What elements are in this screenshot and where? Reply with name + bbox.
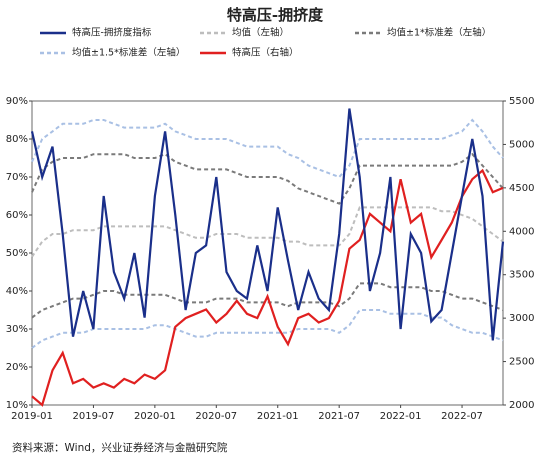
- y2-tick-label: 4000: [509, 226, 534, 237]
- y-tick-label: 70%: [6, 172, 28, 183]
- legend-label: 均值（左轴）: [232, 27, 289, 39]
- y2-tick-label: 5500: [509, 96, 534, 107]
- series-line: [31, 152, 504, 205]
- y2-tick-label: 2000: [509, 400, 534, 411]
- x-tick-label: 2020-07: [195, 411, 237, 422]
- x-tick-label: 2019-07: [73, 411, 115, 422]
- x-tick-label: 2021-01: [257, 411, 299, 422]
- series-line: [31, 309, 504, 349]
- x-tick-label: 2022-01: [380, 411, 422, 422]
- series-line: [31, 282, 504, 319]
- y-tick-label: 40%: [6, 286, 28, 297]
- legend-label: 特高压-拥挤度指标: [72, 27, 152, 39]
- legend-label: 均值±1*标准差（左轴）: [387, 27, 491, 39]
- y-tick-label: 20%: [6, 362, 28, 373]
- y2-tick-label: 3500: [509, 270, 534, 281]
- x-tick-label: 2022-07: [441, 411, 483, 422]
- y-tick-label: 30%: [6, 324, 28, 335]
- y2-tick-label: 4500: [509, 183, 534, 194]
- chart-title: 特高压-拥挤度: [227, 6, 324, 24]
- x-tick-label: 2020-01: [134, 411, 176, 422]
- series-line: [30, 108, 505, 341]
- legend-label: 特高压（右轴）: [232, 47, 299, 59]
- series-line: [31, 168, 504, 407]
- y-tick-label: 50%: [6, 248, 28, 259]
- y-tick-label: 90%: [6, 96, 28, 107]
- y2-tick-label: 2500: [509, 357, 534, 368]
- plot-frame: [31, 100, 504, 406]
- x-tick-label: 2021-07: [318, 411, 360, 422]
- series-line: [31, 118, 504, 179]
- y-tick-label: 80%: [6, 134, 28, 145]
- y2-tick-label: 3000: [509, 313, 534, 324]
- legend-label: 均值±1.5*标准差（左轴）: [72, 47, 185, 59]
- y-tick-label: 10%: [6, 400, 28, 411]
- y-tick-label: 60%: [6, 210, 28, 221]
- source: 资料来源：Wind，兴业证券经济与金融研究院: [12, 441, 228, 454]
- x-tick-label: 2019-01: [11, 411, 53, 422]
- y2-tick-label: 5000: [509, 139, 534, 150]
